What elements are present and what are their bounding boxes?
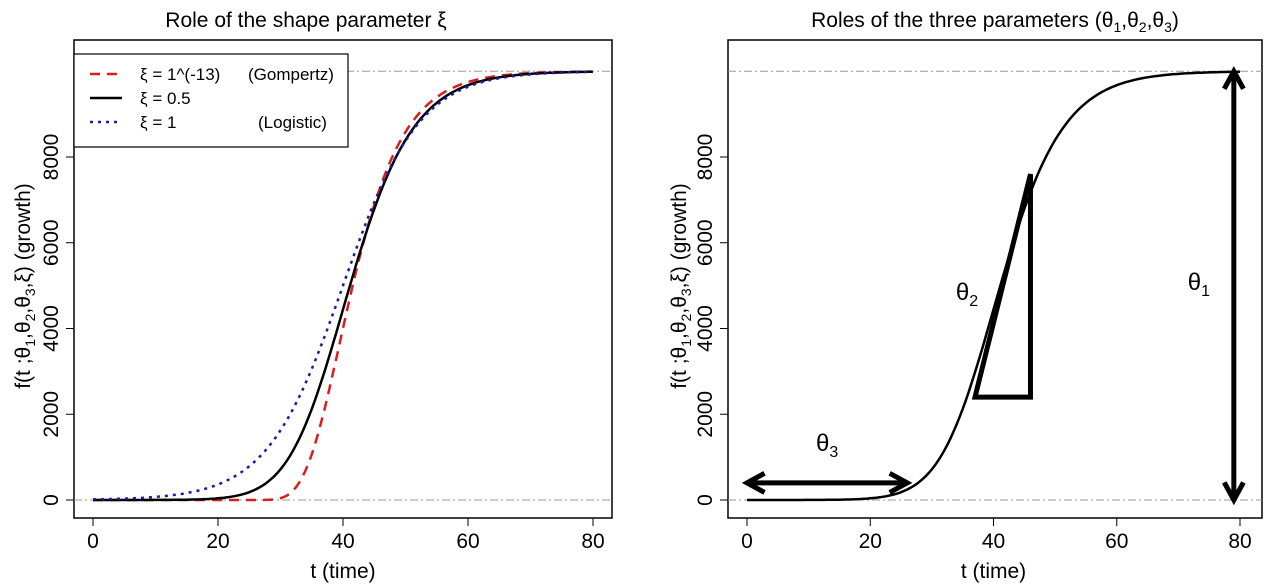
y-tick-label: 6000 bbox=[694, 219, 717, 266]
chart-title: Roles of the three parameters (θ1​,θ2​,θ… bbox=[811, 9, 1179, 35]
y-axis-label: f(t ;θ1​,θ2​,θ3​,ξ) (growth) bbox=[668, 183, 694, 389]
legend-label: ξ = 0.5 bbox=[140, 89, 191, 108]
legend-label: ξ = 1 bbox=[140, 113, 176, 132]
panel-2: Roles of the three parameters (θ1​,θ2​,θ… bbox=[668, 9, 1263, 583]
y-tick-label: 2000 bbox=[694, 391, 717, 438]
series-line bbox=[93, 70, 594, 502]
arrow-head bbox=[888, 471, 913, 495]
x-tick-label: 40 bbox=[331, 530, 354, 553]
y-tick-label: 4000 bbox=[694, 305, 717, 352]
y-axis-label: f(t ;θ1​,θ2​,θ3​,ξ) (growth) bbox=[12, 183, 38, 389]
x-axis-label: t (time) bbox=[310, 560, 375, 583]
y-tick-label: 0 bbox=[40, 494, 63, 506]
x-axis-label: t (time) bbox=[961, 560, 1026, 583]
series-line bbox=[92, 70, 593, 501]
series-line bbox=[747, 70, 1241, 502]
annotation-θ2: θ2​ bbox=[956, 279, 978, 310]
legend-box bbox=[73, 53, 349, 148]
x-tick-label: 80 bbox=[581, 530, 604, 553]
arrow-head bbox=[1222, 481, 1246, 506]
x-tick-label: 20 bbox=[206, 530, 229, 553]
y-tick-label: 4000 bbox=[40, 305, 63, 352]
arrow-head bbox=[741, 471, 766, 495]
y-tick-label: 6000 bbox=[40, 219, 63, 266]
x-tick-label: 80 bbox=[1228, 530, 1251, 553]
x-tick-label: 60 bbox=[1105, 530, 1128, 553]
x-tick-label: 0 bbox=[87, 530, 99, 553]
y-tick-label: 0 bbox=[694, 494, 717, 506]
x-tick-label: 0 bbox=[741, 530, 753, 553]
legend-note: (Gompertz) bbox=[248, 65, 334, 84]
legend: ξ = 1^(-13) (Gompertz) ξ = 0.5 ξ = 1 (Logist… bbox=[73, 53, 349, 148]
x-tick-label: 40 bbox=[982, 530, 1005, 553]
plot-frame bbox=[727, 39, 1263, 519]
y-tick-label: 2000 bbox=[40, 391, 63, 438]
legend-note: (Logistic) bbox=[258, 113, 327, 132]
series-line bbox=[93, 70, 593, 502]
arrow-head bbox=[1222, 66, 1246, 91]
chart-title: Role of the shape parameter ξ bbox=[165, 9, 446, 32]
panel-1: Role of the shape parameter ξ 0 20 40 60 80 0 2… bbox=[12, 9, 613, 583]
x-tick-label: 20 bbox=[859, 530, 882, 553]
slope-triangle bbox=[971, 173, 1033, 400]
legend-label: ξ = 1^(-13) bbox=[140, 65, 220, 84]
y-tick-label: 8000 bbox=[40, 134, 63, 181]
annotation-θ3: θ3​ bbox=[816, 430, 838, 461]
x-tick-label: 60 bbox=[456, 530, 479, 553]
y-tick-label: 8000 bbox=[694, 134, 717, 181]
annotation-θ1: θ1​ bbox=[1188, 269, 1210, 300]
